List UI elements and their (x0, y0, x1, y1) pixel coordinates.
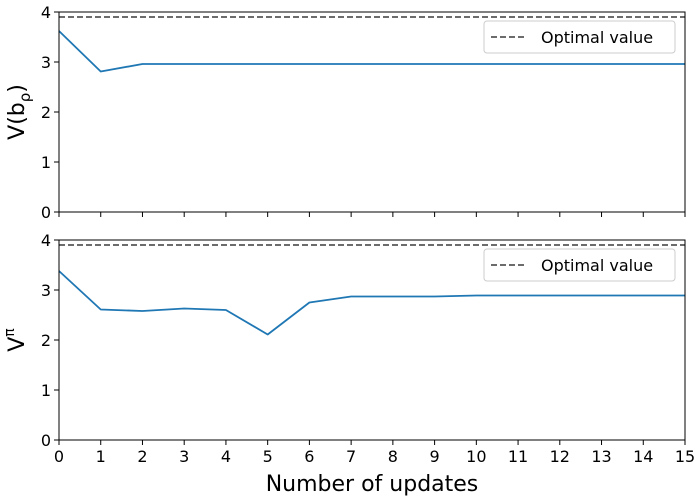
bottom-legend: Optimal value (483, 248, 676, 282)
top-y-tick-label-3: 3 (41, 53, 51, 72)
top-y-axis-label: V(bρ) (5, 84, 34, 140)
bottom-x-tick-label-2: 2 (137, 447, 147, 466)
top-y-tick-label-1: 1 (41, 153, 51, 172)
bottom-y-tick-label-3: 3 (41, 281, 51, 300)
bottom-series-line-0 (58, 270, 685, 336)
bottom-x-tick-label-7: 7 (346, 447, 356, 466)
top-series-line-0 (58, 30, 685, 73)
bottom-y-tick-label-4: 4 (41, 231, 51, 250)
bottom-x-tick-label-15: 15 (675, 447, 695, 466)
top-legend-box (483, 20, 676, 54)
bottom-y-tick-label-2: 2 (41, 331, 51, 350)
bottom-x-tick-label-6: 6 (304, 447, 314, 466)
bottom-x-tick-label-11: 11 (508, 447, 528, 466)
bottom-x-tick-label-0: 0 (54, 447, 64, 466)
bottom-x-tick-label-9: 9 (430, 447, 440, 466)
bottom-y-axis-label: Vπ (2, 328, 30, 352)
bottom-x-tick-label-3: 3 (179, 447, 189, 466)
top-y-tick-label-2: 2 (41, 103, 51, 122)
top-y-tick-label-0: 0 (41, 203, 51, 222)
bottom-x-tick-label-1: 1 (96, 447, 106, 466)
bottom-y-tick-label-1: 1 (41, 381, 51, 400)
bottom-x-tick-label-14: 14 (633, 447, 653, 466)
bottom-x-tick-label-5: 5 (263, 447, 273, 466)
top-y-tick-label-4: 4 (41, 3, 51, 22)
x-axis-label: Number of updates (266, 472, 479, 497)
bottom-x-tick-label-12: 12 (550, 447, 570, 466)
bottom-legend-label: Optimal value (541, 256, 653, 275)
bottom-y-tick-label-0: 0 (41, 431, 51, 450)
top-legend-label: Optimal value (541, 28, 653, 47)
top-subplot: V(bρ) 0 1 2 3 4 Optimal value (5, 3, 686, 222)
bottom-x-tick-label-10: 10 (466, 447, 486, 466)
bottom-x-tick-label-8: 8 (388, 447, 398, 466)
bottom-x-tick-label-4: 4 (221, 447, 231, 466)
top-legend: Optimal value (483, 20, 676, 54)
bottom-x-tick-label-13: 13 (591, 447, 611, 466)
bottom-legend-box (483, 248, 676, 282)
